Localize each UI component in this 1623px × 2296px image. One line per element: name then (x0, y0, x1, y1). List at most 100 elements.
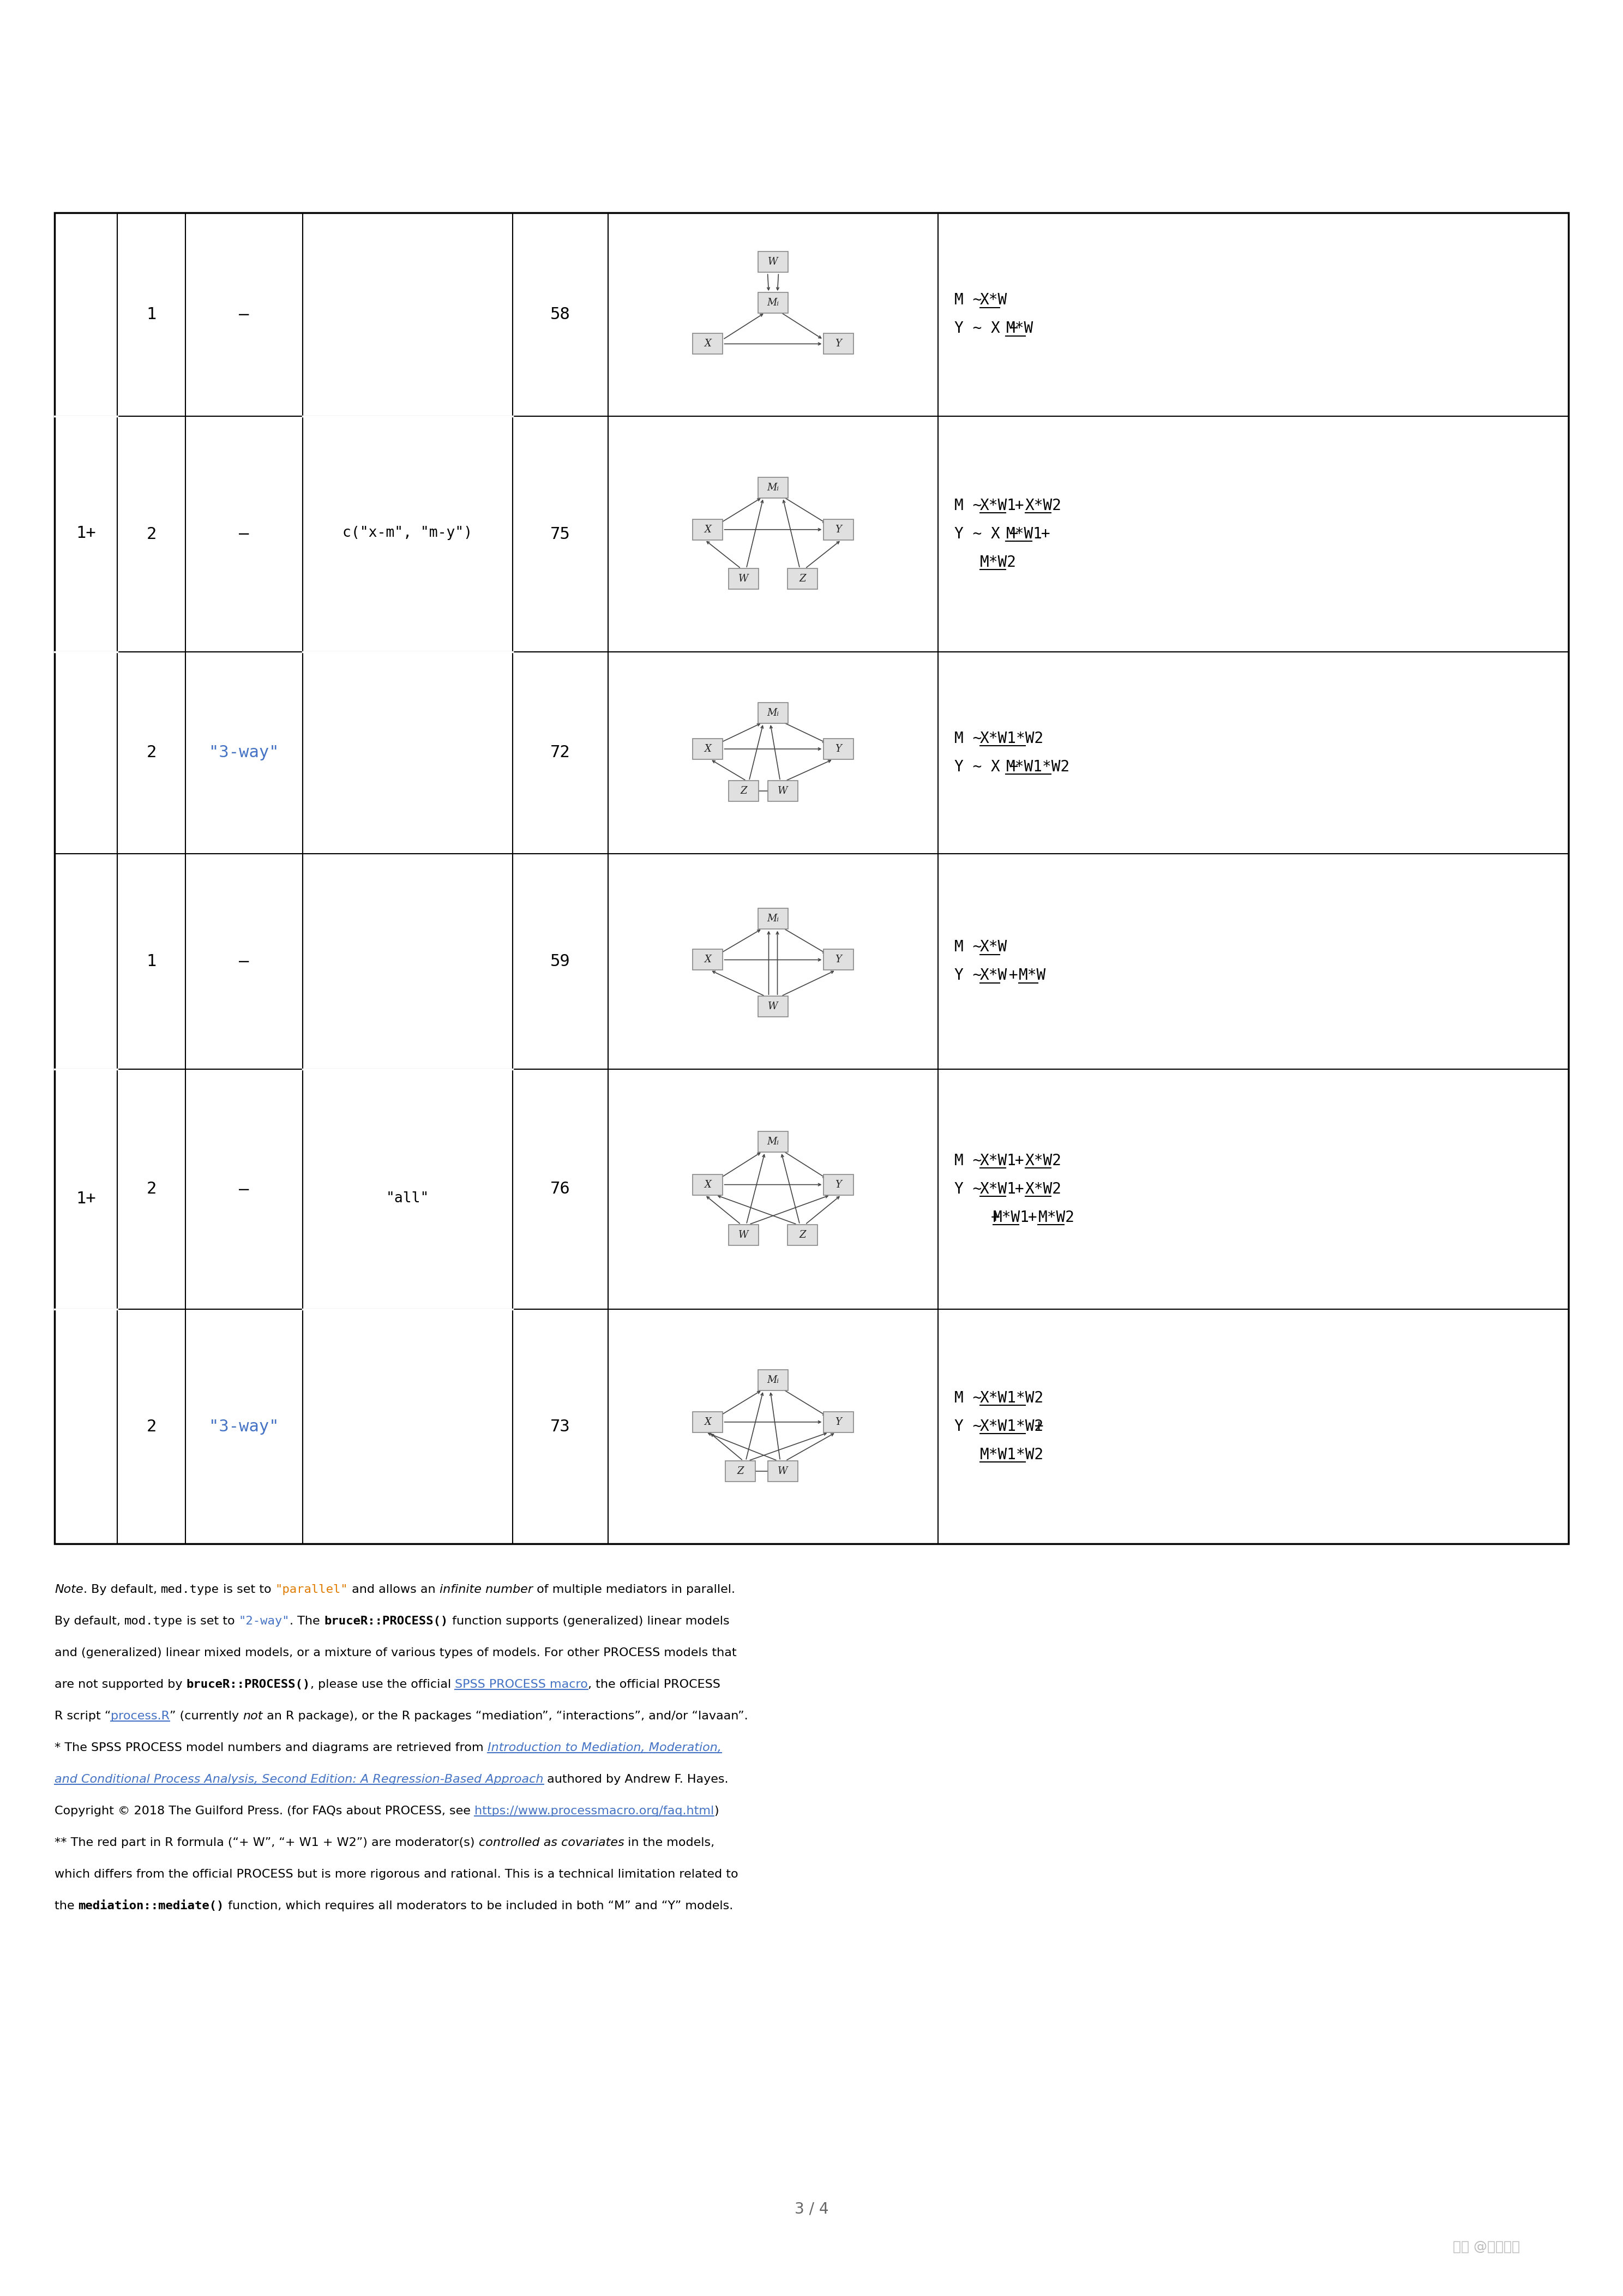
FancyBboxPatch shape (823, 333, 854, 354)
Text: 3 / 4: 3 / 4 (794, 2202, 829, 2216)
Text: 73: 73 (550, 1419, 570, 1435)
Text: X: X (704, 1180, 711, 1189)
Text: M ~: M ~ (954, 1153, 992, 1169)
Text: X*W1: X*W1 (980, 498, 1016, 514)
Text: Y: Y (836, 526, 842, 535)
Text: is set to: is set to (183, 1616, 239, 1626)
FancyBboxPatch shape (693, 333, 722, 354)
Text: X*W1: X*W1 (980, 1153, 1016, 1169)
FancyBboxPatch shape (729, 569, 758, 590)
Text: https://www.processmacro.org/faq.html: https://www.processmacro.org/faq.html (474, 1805, 714, 1816)
Text: X: X (704, 1417, 711, 1426)
Text: 2: 2 (146, 1419, 156, 1435)
FancyBboxPatch shape (729, 781, 758, 801)
FancyBboxPatch shape (693, 519, 722, 540)
FancyBboxPatch shape (758, 1132, 789, 1153)
Text: Z: Z (737, 1467, 743, 1476)
Text: 1: 1 (146, 308, 156, 321)
Text: X*W: X*W (980, 292, 1008, 308)
Text: is set to: is set to (219, 1584, 276, 1596)
Text: –: – (239, 1180, 248, 1196)
Text: 1: 1 (146, 953, 156, 969)
Text: Y: Y (836, 744, 842, 753)
FancyBboxPatch shape (768, 781, 799, 801)
Text: M ~: M ~ (954, 498, 992, 514)
Text: not: not (243, 1711, 263, 1722)
Text: bruceR::PROCESS(): bruceR::PROCESS() (325, 1616, 448, 1626)
FancyBboxPatch shape (758, 478, 789, 498)
Text: "all": "all" (386, 1192, 430, 1205)
Text: Copyright © 2018 The Guilford Press. (for FAQs about PROCESS, see: Copyright © 2018 The Guilford Press. (fo… (55, 1805, 474, 1816)
Text: Y: Y (836, 1417, 842, 1426)
Text: +: + (1032, 526, 1050, 542)
Text: X*W1*W2: X*W1*W2 (980, 730, 1044, 746)
FancyBboxPatch shape (823, 739, 854, 760)
FancyBboxPatch shape (55, 214, 1568, 1543)
Text: process.R: process.R (110, 1711, 170, 1722)
FancyBboxPatch shape (823, 519, 854, 540)
Text: X: X (704, 340, 711, 349)
Text: 59: 59 (550, 953, 570, 969)
FancyBboxPatch shape (823, 1412, 854, 1433)
Text: W: W (777, 1467, 787, 1476)
Text: X*W2: X*W2 (1026, 498, 1061, 514)
Text: –: – (239, 953, 248, 969)
FancyBboxPatch shape (823, 1173, 854, 1194)
FancyBboxPatch shape (768, 1460, 799, 1481)
Text: 58: 58 (550, 308, 570, 321)
Text: Mᵢ: Mᵢ (768, 707, 779, 719)
Text: 2: 2 (146, 1180, 156, 1196)
Text: 76: 76 (550, 1180, 570, 1196)
FancyBboxPatch shape (758, 253, 789, 273)
Text: W: W (768, 1001, 777, 1010)
Text: Y: Y (836, 340, 842, 349)
Text: W: W (738, 574, 748, 583)
Text: +: + (1000, 969, 1027, 983)
Text: bruceR::PROCESS(): bruceR::PROCESS() (187, 1678, 310, 1690)
Text: X: X (704, 955, 711, 964)
Text: M*W2: M*W2 (980, 556, 1016, 569)
Text: 75: 75 (550, 526, 570, 542)
Text: "2-way": "2-way" (239, 1616, 291, 1626)
Text: R script “: R script “ (55, 1711, 110, 1722)
Text: Introduction to Mediation, Moderation,: Introduction to Mediation, Moderation, (487, 1743, 721, 1754)
FancyBboxPatch shape (758, 292, 789, 312)
Text: controlled as covariates: controlled as covariates (479, 1837, 625, 1848)
Text: function, which requires all moderators to be included in both “M” and “Y” model: function, which requires all moderators … (224, 1901, 734, 1913)
Text: function supports (generalized) linear models: function supports (generalized) linear m… (448, 1616, 729, 1626)
Text: Y ~ X +: Y ~ X + (954, 321, 1027, 335)
Text: +: + (1006, 1153, 1034, 1169)
Text: +: + (1026, 1419, 1044, 1435)
FancyBboxPatch shape (693, 951, 722, 971)
Text: and (generalized) linear mixed models, or a mixture of various types of models. : and (generalized) linear mixed models, o… (55, 1649, 737, 1658)
Text: X*W1*W2: X*W1*W2 (980, 1391, 1044, 1405)
Text: ** The red part in R formula (“+ W”, “+ W1 + W2”) are moderator(s): ** The red part in R formula (“+ W”, “+ … (55, 1837, 479, 1848)
Text: ” (currently: ” (currently (170, 1711, 243, 1722)
Text: W: W (768, 257, 777, 266)
Text: , please use the official: , please use the official (310, 1678, 454, 1690)
Text: 知乎 @包寨吴霜: 知乎 @包寨吴霜 (1453, 2241, 1521, 2252)
Text: M*W1: M*W1 (1006, 526, 1042, 542)
Text: X*W1: X*W1 (980, 1182, 1016, 1196)
Text: the: the (55, 1901, 78, 1913)
Text: . By default,: . By default, (83, 1584, 161, 1596)
FancyBboxPatch shape (823, 951, 854, 971)
Text: in the models,: in the models, (625, 1837, 714, 1848)
FancyBboxPatch shape (758, 1371, 789, 1391)
Text: X*W: X*W (980, 969, 1008, 983)
Text: ): ) (714, 1805, 719, 1816)
FancyBboxPatch shape (693, 1173, 722, 1194)
Text: . The: . The (291, 1616, 325, 1626)
Text: which differs from the official PROCESS but is more rigorous and rational. This : which differs from the official PROCESS … (55, 1869, 738, 1880)
Text: X*W2: X*W2 (1026, 1153, 1061, 1169)
Text: M*W: M*W (1006, 321, 1034, 335)
Text: Z: Z (799, 574, 807, 583)
Text: Y ~ X +: Y ~ X + (954, 760, 1027, 774)
Text: med.type: med.type (161, 1584, 219, 1596)
Text: Z: Z (799, 1231, 807, 1240)
FancyBboxPatch shape (693, 1412, 722, 1433)
Text: +: + (1019, 1210, 1047, 1226)
FancyBboxPatch shape (725, 1460, 755, 1481)
Text: M ~: M ~ (954, 730, 992, 746)
Text: an R package), or the R packages “mediation”, “interactions”, and/or “lavaan”.: an R package), or the R packages “mediat… (263, 1711, 748, 1722)
